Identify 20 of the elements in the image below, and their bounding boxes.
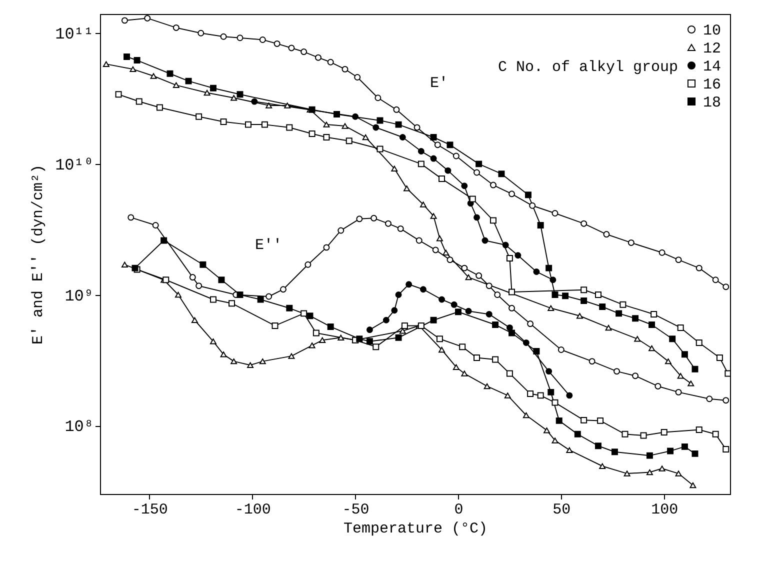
x-tick-label: 50 xyxy=(552,502,571,518)
y-tick-label: 10⁹ xyxy=(64,287,94,306)
y-tick-label: 10⁸ xyxy=(64,418,94,436)
x-axis-title: Temperature (°C) xyxy=(343,520,488,538)
legend-label: 18 xyxy=(703,94,722,112)
x-tick-label: 0 xyxy=(454,502,464,518)
legend-label: 16 xyxy=(703,76,722,94)
legend-label: 12 xyxy=(703,40,722,58)
legend-title: C No. of alkyl group xyxy=(498,59,678,76)
legend-label: 10 xyxy=(703,22,722,40)
x-tick-label: -100 xyxy=(234,502,271,518)
y-tick-label: 10¹⁰ xyxy=(55,156,94,174)
legend-label: 14 xyxy=(703,58,722,76)
y-tick-label: 10¹¹ xyxy=(55,26,94,44)
y-axis-title: E' and E'' (dyn/cm²) xyxy=(30,164,48,345)
x-tick-label: 100 xyxy=(651,502,678,518)
x-tick-label: -50 xyxy=(342,502,370,518)
x-tick-label: -150 xyxy=(132,502,168,518)
annotation: E' xyxy=(430,75,448,92)
annotation: E'' xyxy=(255,237,282,254)
